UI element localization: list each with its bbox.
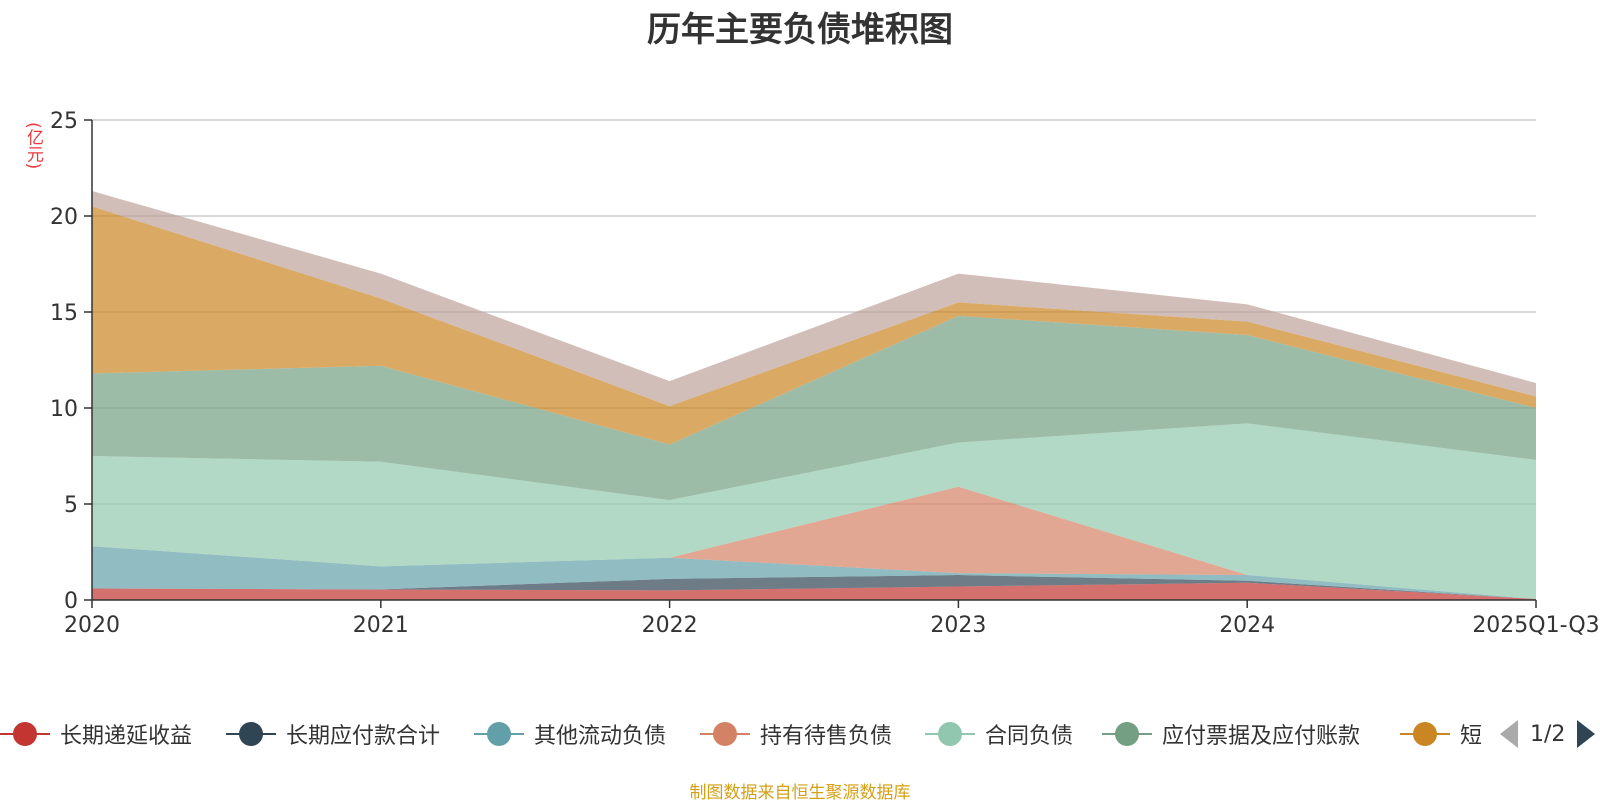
x-tick-label: 2025Q1-Q3 [1472, 613, 1599, 638]
y-tick-label: 15 [50, 301, 78, 326]
legend-item-long-term-deferred-income[interactable]: 长期递延收益 [0, 712, 192, 756]
x-tick-label: 2022 [642, 613, 698, 638]
legend-label: 短 [1460, 724, 1483, 749]
legend-item-contract-liabilities[interactable]: 合同负债 [925, 712, 1073, 756]
legend-marker-icon [925, 719, 975, 749]
legend-next-page-icon[interactable] [1577, 720, 1596, 748]
legend-prev-page-icon[interactable] [1500, 720, 1518, 748]
y-tick-label: 5 [64, 493, 78, 518]
y-tick-label: 20 [50, 205, 78, 230]
area-应付票据及应付账款 [92, 315, 1536, 501]
legend-item-short-term-borrowings[interactable]: 短 [1400, 712, 1482, 756]
legend-pager: 1/2 [1500, 712, 1596, 756]
legend-item-long-term-payables[interactable]: 长期应付款合计 [226, 712, 440, 756]
area-持有待售负债 [92, 486, 1536, 600]
y-tick-label: 10 [50, 397, 78, 422]
legend-marker-icon [700, 719, 750, 749]
legend-label: 长期递延收益 [60, 724, 193, 749]
y-tick-label: 0 [64, 589, 78, 614]
legend: 长期递延收益 长期应付款合计 其他流动负债 持有待售负债 合同负债 应付票据及应… [0, 712, 1600, 756]
area-其他 [92, 191, 1536, 407]
area-合同负债 [92, 423, 1536, 600]
x-tick-label: 2020 [64, 613, 120, 638]
legend-label: 长期应付款合计 [286, 724, 441, 749]
legend-marker-icon [226, 719, 276, 749]
y-axis-unit-label: (亿元) [23, 122, 43, 170]
area-其他流动负债 [92, 546, 1536, 600]
legend-marker-icon [474, 719, 524, 749]
legend-label: 应付票据及应付账款 [1162, 724, 1361, 749]
legend-label: 其他流动负债 [534, 724, 667, 749]
legend-label: 合同负债 [985, 724, 1074, 749]
tick-labels: 0 5 10 15 20 25 2020 2021 2022 2023 2024 2025Q1-Q3 [50, 109, 1600, 638]
area-短期借款 [92, 206, 1536, 445]
y-tick-label: 25 [50, 109, 78, 134]
chart-title: 历年主要负债堆积图 [647, 10, 953, 50]
source-note: 制图数据来自恒生聚源数据库 [689, 783, 911, 803]
x-tick-label: 2024 [1219, 613, 1275, 638]
x-tick-label: 2023 [930, 613, 986, 638]
legend-item-notes-and-accounts-payable[interactable]: 应付票据及应付账款 [1102, 712, 1360, 756]
axes [84, 119, 1537, 608]
legend-item-held-for-sale-liabilities[interactable]: 持有待售负债 [700, 712, 892, 756]
area-长期应付款合计 [92, 575, 1536, 600]
legend-marker-icon [0, 719, 50, 749]
legend-item-other-current-liabilities[interactable]: 其他流动负债 [474, 712, 666, 756]
x-tick-label: 2021 [353, 613, 409, 638]
legend-label: 持有待售负债 [760, 724, 893, 749]
legend-marker-icon [1400, 719, 1450, 749]
area-长期递延收益 [92, 582, 1536, 600]
area-series [92, 191, 1536, 600]
legend-page-indicator: 1/2 [1530, 721, 1566, 747]
legend-marker-icon [1102, 719, 1152, 749]
chart-plot-area: 0 5 10 15 20 25 2020 2021 2022 2023 2024 2025Q1-Q3 [50, 109, 1600, 638]
